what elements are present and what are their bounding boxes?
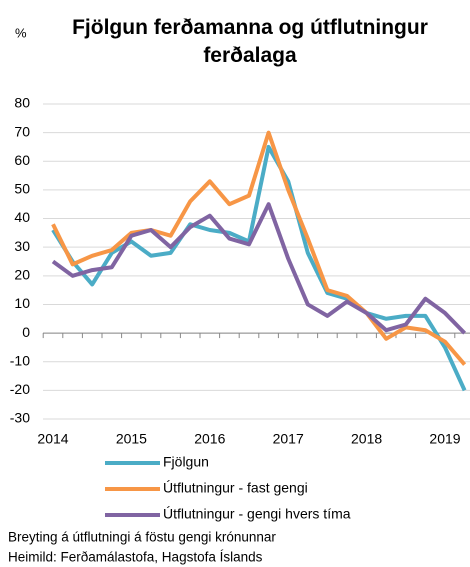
x-tick-label: 2017 <box>273 431 304 447</box>
legend-label: Fjölgun <box>163 454 209 470</box>
x-tick-label: 2018 <box>351 431 382 447</box>
y-tick-label: 80 <box>14 95 30 111</box>
legend-label: Útflutningur - fast gengi <box>163 480 308 496</box>
legend-label: Útflutningur - gengi hvers tíma <box>163 506 351 522</box>
note: Heimild: Ferðamálastofa, Hagstofa Ísland… <box>8 550 263 565</box>
x-tick-label: 2016 <box>194 431 225 447</box>
series-line <box>51 130 467 366</box>
series-line <box>51 144 467 392</box>
y-tick-label: 60 <box>14 152 30 168</box>
chart-title: Fjölgun ferðamanna og útflutningur ferða… <box>72 16 428 67</box>
x-tick-label: 2014 <box>37 431 68 447</box>
note: Breyting á útflutningi á föstu gengi kró… <box>8 530 276 545</box>
y-tick-label: 70 <box>14 123 30 139</box>
y-tick-label: -10 <box>10 352 30 368</box>
y-tick-label: 0 <box>22 324 30 340</box>
y-tick-label: -20 <box>10 381 30 397</box>
y-tick-label: 30 <box>14 238 30 254</box>
y-tick-label: 10 <box>14 295 30 311</box>
x-tick-label: 2019 <box>429 431 460 447</box>
x-tick-label: 2015 <box>116 431 147 447</box>
y-tick-label: 50 <box>14 181 30 197</box>
y-axis-label: % <box>15 25 27 40</box>
y-tick-label: 40 <box>14 209 30 225</box>
y-tick-label: -30 <box>10 410 30 426</box>
series-line <box>51 202 467 335</box>
y-tick-label: 20 <box>14 267 30 283</box>
